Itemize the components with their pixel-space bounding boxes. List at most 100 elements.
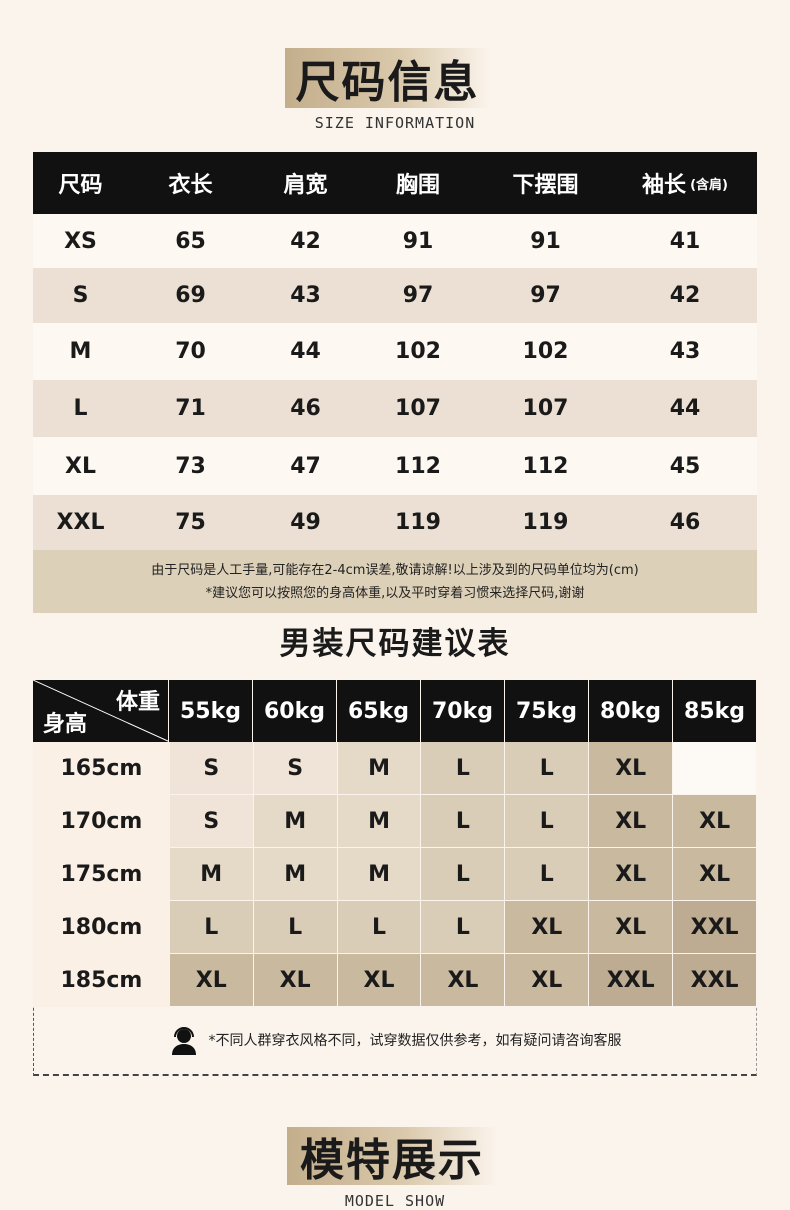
- customer-service-icon: [171, 1027, 196, 1055]
- size-cell: 119: [522, 510, 569, 535]
- size-recommend-cell: XL: [505, 954, 590, 1007]
- header-label: 袖长: [642, 173, 687, 198]
- diagonal-divider: [33, 680, 168, 742]
- size-recommend-cell: L: [253, 901, 338, 954]
- size-table-header: 尺码 衣长 肩宽 胸围 下摆围 袖长 (含肩): [33, 152, 757, 214]
- height-cell: 185cm: [33, 954, 170, 1007]
- size-recommend-cell: L: [421, 901, 506, 954]
- height-cell: 170cm: [33, 795, 170, 848]
- size-cell: 49: [290, 510, 321, 535]
- size-cell: 69: [175, 283, 206, 308]
- size-cell: 42: [669, 283, 701, 308]
- size-cell: L: [73, 396, 88, 421]
- size-recommend-cell: XL: [589, 742, 674, 795]
- header-cell: 尺码: [58, 173, 103, 198]
- size-cell: 119: [395, 510, 441, 535]
- size-cell: 47: [290, 453, 321, 479]
- size-cell: XL: [65, 453, 96, 479]
- recommend-table: 体重 身高 55kg 60kg 65kg 70kg 75kg 80kg 85kg 165cm…: [33, 680, 758, 1073]
- size-recommend-cell: S: [169, 742, 254, 795]
- size-recommend-cell: L: [505, 795, 590, 848]
- size-recommend-cell: M: [337, 848, 422, 901]
- note-line: 由于尺码是人工手量,可能存在2-4cm误差,敬请谅解!以上涉及到的尺码单位均为(…: [151, 562, 639, 578]
- size-cell: XS: [64, 228, 97, 254]
- size-cell: 44: [290, 339, 321, 364]
- section-title-model-show: 模特展示: [287, 1127, 497, 1186]
- size-recommend-cell: XXL: [673, 901, 758, 954]
- size-cell: 97: [402, 283, 434, 308]
- size-recommend-cell: [673, 742, 758, 795]
- size-recommend-cell: XL: [673, 795, 758, 848]
- size-cell: 73: [175, 453, 206, 479]
- recommend-note: *不同人群穿衣风格不同，试穿数据仅供参考，如有疑问请咨询客服: [33, 1007, 757, 1073]
- weight-header: 70kg: [421, 680, 505, 742]
- header-cell: 袖长 (含肩): [613, 152, 757, 214]
- size-cell: 41: [669, 228, 701, 254]
- size-cell: XXL: [56, 510, 105, 535]
- size-recommend-cell: XXL: [673, 954, 758, 1007]
- section-title-size-info: 尺码信息: [285, 48, 490, 108]
- size-recommend-cell: XL: [589, 901, 674, 954]
- size-cell: 42: [290, 228, 321, 254]
- size-recommend-cell: S: [253, 742, 338, 795]
- size-cell: 112: [522, 453, 569, 479]
- height-cell: 165cm: [33, 742, 170, 795]
- size-cell: 97: [530, 283, 561, 308]
- size-recommend-cell: L: [421, 742, 506, 795]
- size-recommend-cell: XL: [169, 954, 254, 1007]
- size-recommend-cell: M: [253, 848, 338, 901]
- size-cell: 107: [395, 396, 441, 421]
- size-cell: S: [72, 283, 89, 308]
- note-line: *建议您可以按照您的身高体重,以及平时穿着习惯来选择尺码,谢谢: [205, 585, 585, 601]
- size-cell: 75: [175, 510, 206, 535]
- size-cell: 43: [290, 283, 321, 308]
- recommend-row: 180cm L L L L XL XL XXL: [33, 901, 758, 954]
- header-cell: 肩宽: [283, 173, 328, 198]
- size-cell: 45: [669, 453, 701, 479]
- size-cell: 71: [175, 396, 206, 421]
- size-table: 尺码 衣长 肩宽 胸围 下摆围 袖长 (含肩) XS 65 42 91 91 41 S 69 43…: [33, 152, 757, 613]
- corner-height: 身高: [43, 712, 88, 737]
- size-cell: 102: [522, 339, 569, 364]
- size-recommend-cell: XL: [253, 954, 338, 1007]
- size-cell: 65: [175, 228, 206, 254]
- height-cell: 175cm: [33, 848, 170, 901]
- size-recommend-cell: M: [253, 795, 338, 848]
- size-recommend-cell: M: [337, 742, 422, 795]
- size-recommend-cell: XL: [505, 901, 590, 954]
- size-cell: 91: [402, 228, 434, 254]
- size-cell: 107: [522, 396, 569, 421]
- size-recommend-cell: L: [505, 742, 590, 795]
- size-row: L 71 46 107 107 44: [33, 380, 757, 437]
- corner-cell: 体重 身高: [33, 680, 169, 742]
- size-recommend-cell: L: [337, 901, 422, 954]
- size-row: S 69 43 97 97 42: [33, 268, 757, 323]
- weight-header: 65kg: [337, 680, 421, 742]
- size-cell: M: [69, 339, 92, 364]
- height-cell: 180cm: [33, 901, 170, 954]
- size-cell: 102: [395, 339, 441, 364]
- weight-header: 75kg: [505, 680, 589, 742]
- size-row: XS 65 42 91 91 41: [33, 214, 757, 268]
- weight-header: 85kg: [673, 680, 757, 742]
- size-recommend-cell: L: [421, 848, 506, 901]
- weight-header: 55kg: [169, 680, 253, 742]
- size-cell: 44: [669, 396, 701, 421]
- size-recommend-cell: M: [337, 795, 422, 848]
- size-row: M 70 44 102 102 43: [33, 323, 757, 380]
- size-recommend-cell: XL: [589, 795, 674, 848]
- size-recommend-cell: XXL: [589, 954, 674, 1007]
- size-recommend-cell: XL: [589, 848, 674, 901]
- size-cell: 91: [530, 228, 561, 254]
- size-recommend-cell: XL: [421, 954, 506, 1007]
- weight-header: 60kg: [253, 680, 337, 742]
- recommend-row: 165cm S S M L L XL: [33, 742, 758, 795]
- size-cell: 70: [175, 339, 206, 364]
- size-recommend-cell: S: [169, 795, 254, 848]
- size-row: XL 73 47 112 112 45: [33, 437, 757, 495]
- recommend-row: 170cm S M M L L XL XL: [33, 795, 758, 848]
- size-note: 由于尺码是人工手量,可能存在2-4cm误差,敬请谅解!以上涉及到的尺码单位均为(…: [33, 550, 757, 613]
- recommend-row: 185cm XL XL XL XL XL XXL XXL: [33, 954, 758, 1007]
- size-recommend-cell: XL: [673, 848, 758, 901]
- section-subtitle: SIZE INFORMATION: [314, 114, 476, 132]
